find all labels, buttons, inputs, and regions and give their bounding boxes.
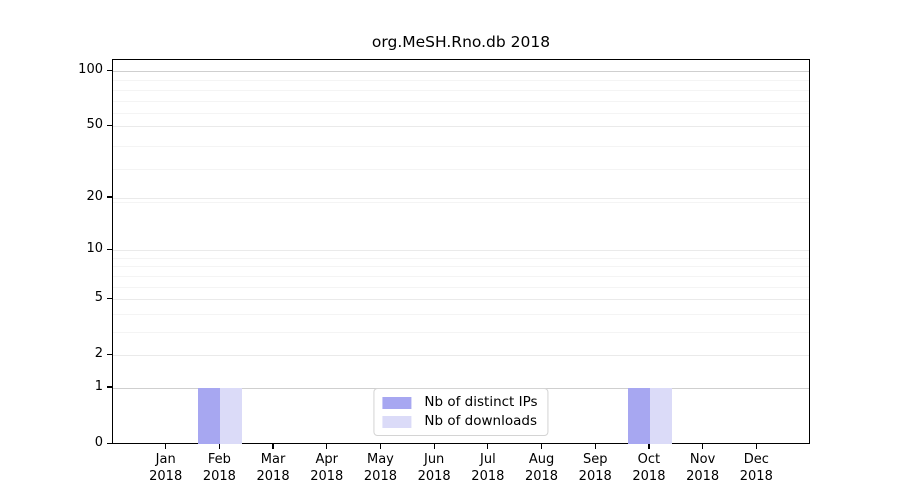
x-tick-label: Feb 2018: [179, 451, 259, 485]
y-axis-tick: [107, 196, 112, 198]
x-axis-tick: [755, 444, 757, 449]
y-tick-label: 20: [86, 188, 103, 204]
y-axis-tick: [107, 69, 112, 71]
bar: [627, 387, 650, 444]
chart-title: org.MeSH.Rno.db 2018: [371, 33, 551, 51]
minor-gridline: [113, 80, 809, 82]
x-tick-label: Nov 2018: [663, 451, 743, 485]
x-axis-tick: [487, 444, 489, 449]
major-gridline: [113, 126, 809, 128]
x-tick-year: 2018: [202, 469, 236, 484]
minor-gridline: [113, 169, 809, 171]
x-tick-month: May: [367, 452, 394, 467]
x-tick-label: Jan 2018: [126, 451, 206, 485]
bars-layer: [113, 60, 809, 444]
x-axis-tick: [272, 444, 274, 449]
minor-gridline: [113, 331, 809, 333]
x-tick-year: 2018: [417, 469, 451, 484]
x-tick-month: Jun: [423, 452, 445, 467]
plot-area: Nb of distinct IPs Nb of downloads: [112, 59, 810, 444]
bar: [220, 387, 243, 444]
major-gridline: [113, 299, 809, 301]
downloads-swatch-icon: [382, 415, 412, 428]
x-tick-month: Jan: [155, 452, 176, 467]
x-tick-label: Oct 2018: [609, 451, 689, 485]
bar: [649, 387, 672, 444]
x-tick-label: Mar 2018: [233, 451, 313, 485]
bar: [198, 387, 221, 444]
x-axis-tick: [702, 444, 704, 449]
major-gridline: [113, 355, 809, 357]
x-axis-tick: [379, 444, 382, 449]
x-axis-tick: [433, 444, 435, 449]
legend-item-distinct-ips: Nb of distinct IPs: [382, 394, 538, 410]
x-tick-year: 2018: [471, 469, 505, 484]
x-tick-label: Jul 2018: [448, 451, 528, 485]
major-gridline: [113, 71, 809, 72]
x-tick-label: Sep 2018: [555, 451, 635, 485]
x-tick-year: 2018: [363, 469, 397, 484]
x-tick-year: 2018: [632, 469, 666, 484]
minor-gridline: [113, 313, 809, 315]
x-axis-tick: [540, 444, 543, 449]
y-axis-tick: [107, 386, 112, 388]
x-tick-label: Aug 2018: [502, 451, 582, 485]
legend: Nb of distinct IPs Nb of downloads: [373, 388, 549, 436]
y-tick-label: 10: [86, 241, 103, 257]
y-tick-label: 2: [94, 346, 103, 362]
minor-gridline: [113, 145, 809, 147]
x-tick-year: 2018: [256, 469, 290, 484]
x-axis-tick: [326, 444, 328, 449]
minor-gridline: [113, 89, 809, 91]
major-gridline: [113, 197, 809, 199]
minor-gridline: [113, 100, 809, 102]
minor-gridline: [113, 113, 809, 115]
x-tick-month: Feb: [207, 452, 231, 467]
y-axis-tick: [107, 297, 112, 299]
x-tick-month: Nov: [689, 452, 716, 467]
y-axis-tick: [107, 442, 112, 444]
x-tick-month: Dec: [743, 452, 769, 467]
x-tick-year: 2018: [524, 469, 559, 484]
distinct-ips-swatch-icon: [382, 396, 412, 409]
x-tick-label: Jun 2018: [394, 451, 474, 485]
x-tick-year: 2018: [686, 469, 720, 484]
y-axis-tick: [107, 353, 112, 355]
x-tick-label: Apr 2018: [287, 451, 367, 485]
x-axis-tick: [594, 444, 596, 449]
y-axis-tick: [107, 248, 112, 250]
major-gridline: [113, 250, 809, 252]
legend-item-downloads: Nb of downloads: [382, 414, 537, 429]
legend-label: Nb of downloads: [424, 413, 537, 429]
x-tick-year: 2018: [310, 469, 344, 484]
minor-gridline: [113, 257, 809, 259]
x-axis-tick: [218, 444, 220, 449]
minor-gridline: [113, 201, 809, 203]
y-tick-label: 5: [94, 290, 103, 306]
x-tick-label: Dec 2018: [716, 451, 796, 485]
x-axis-tick: [648, 444, 650, 449]
x-tick-month: Oct: [637, 452, 661, 467]
x-tick-month: Mar: [260, 452, 286, 467]
x-tick-month: Jul: [480, 452, 496, 467]
x-tick-month: Aug: [528, 452, 555, 467]
x-tick-year: 2018: [739, 469, 773, 484]
y-tick-label: 0: [94, 435, 103, 450]
x-tick-month: Sep: [582, 452, 608, 467]
x-axis-tick: [165, 444, 167, 449]
minor-gridline: [113, 266, 809, 268]
y-axis-tick: [107, 124, 112, 126]
x-tick-month: Apr: [315, 452, 339, 467]
minor-gridline: [113, 286, 809, 288]
y-tick-label: 100: [78, 62, 103, 77]
x-tick-year: 2018: [578, 469, 612, 484]
minor-gridline: [113, 275, 809, 277]
y-tick-label: 50: [86, 117, 103, 133]
y-tick-label: 1: [94, 378, 103, 394]
x-tick-year: 2018: [149, 469, 183, 484]
x-tick-label: May 2018: [340, 451, 420, 485]
legend-label: Nb of distinct IPs: [424, 394, 538, 410]
